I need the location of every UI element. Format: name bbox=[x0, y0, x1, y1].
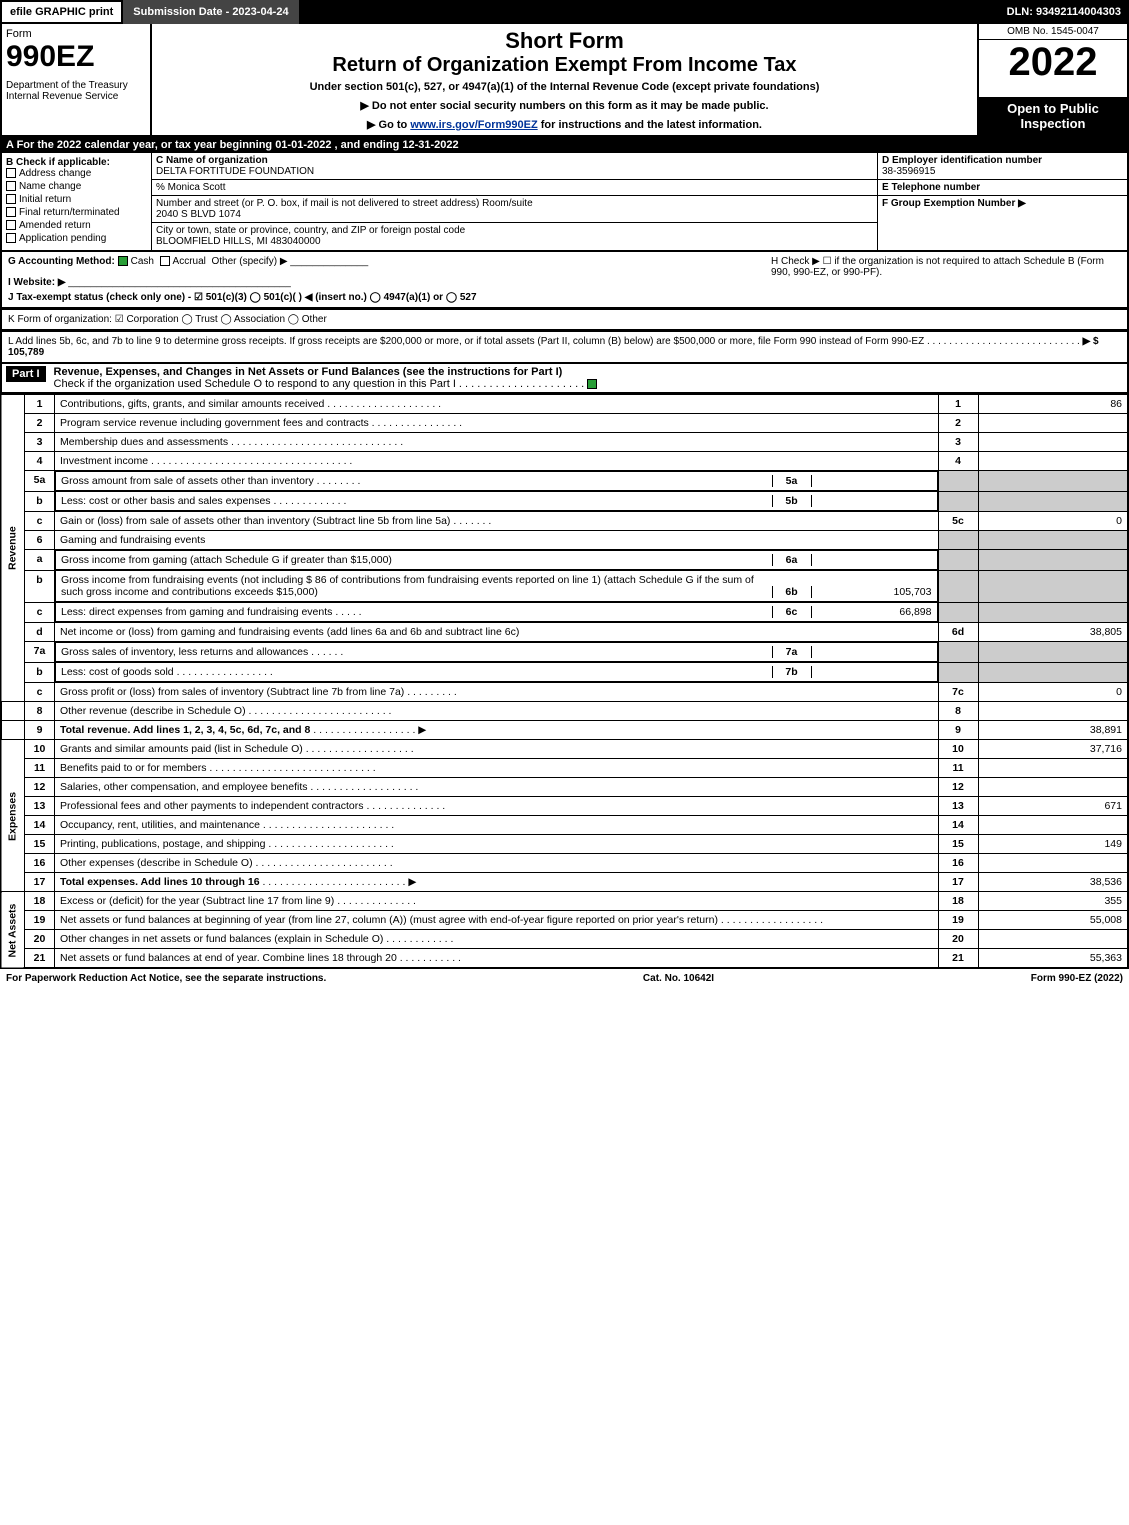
cat-no: Cat. No. 10642I bbox=[643, 973, 714, 984]
line-6b: bGross income from fundraising events (n… bbox=[1, 570, 1128, 602]
line-14: 14Occupancy, rent, utilities, and mainte… bbox=[1, 816, 1128, 835]
city-row: City or town, state or province, country… bbox=[152, 223, 877, 249]
line-5c: cGain or (loss) from sale of assets othe… bbox=[1, 512, 1128, 531]
accrual-check[interactable] bbox=[160, 256, 170, 266]
address-row: Number and street (or P. O. box, if mail… bbox=[152, 196, 877, 223]
ein-cell: D Employer identification number38-35969… bbox=[878, 153, 1127, 180]
revenue-side-label: Revenue bbox=[1, 395, 25, 702]
form-ref: Form 990-EZ (2022) bbox=[1031, 973, 1123, 984]
part1-check-text: Check if the organization used Schedule … bbox=[54, 378, 456, 390]
submission-date-label: Submission Date - 2023-04-24 bbox=[123, 0, 298, 24]
goto-text: ▶ Go to www.irs.gov/Form990EZ for instru… bbox=[156, 118, 973, 131]
header-left: Form 990EZ Department of the Treasury In… bbox=[2, 24, 152, 135]
l-text: L Add lines 5b, 6c, and 7b to line 9 to … bbox=[8, 336, 1121, 358]
line-2: 2Program service revenue including gover… bbox=[1, 414, 1128, 433]
org-name-block: C Name of organizationDELTA FORTITUDE FO… bbox=[152, 153, 877, 250]
other-specify-label: Other (specify) ▶ bbox=[211, 256, 287, 267]
line-18: Net Assets 18Excess or (deficit) for the… bbox=[1, 892, 1128, 911]
initial-return-check[interactable]: Initial return bbox=[6, 194, 147, 205]
line-7b: bLess: cost of goods sold . . . . . . . … bbox=[1, 662, 1128, 683]
part1-label: Part I bbox=[6, 366, 46, 382]
line-10: Expenses 10Grants and similar amounts pa… bbox=[1, 740, 1128, 759]
line-7c: cGross profit or (loss) from sales of in… bbox=[1, 683, 1128, 702]
line-16: 16Other expenses (describe in Schedule O… bbox=[1, 854, 1128, 873]
h-check-cell: H Check ▶ ☐ if the organization is not r… bbox=[771, 256, 1121, 303]
name-change-check[interactable]: Name change bbox=[6, 181, 147, 192]
l-row: L Add lines 5b, 6c, and 7b to line 9 to … bbox=[0, 331, 1129, 364]
irs-link[interactable]: www.irs.gov/Form990EZ bbox=[410, 119, 537, 131]
org-name-value: DELTA FORTITUDE FOUNDATION bbox=[156, 166, 314, 177]
dln-label: DLN: 93492114004303 bbox=[999, 0, 1129, 24]
info-block: B Check if applicable: Address change Na… bbox=[0, 153, 1129, 252]
line-15: 15Printing, publications, postage, and s… bbox=[1, 835, 1128, 854]
check-if-applicable: B Check if applicable: Address change Na… bbox=[2, 153, 152, 250]
right-info-block: D Employer identification number38-35969… bbox=[877, 153, 1127, 250]
line-4: 4Investment income . . . . . . . . . . .… bbox=[1, 452, 1128, 471]
form-number: 990EZ bbox=[6, 40, 146, 74]
application-pending-check[interactable]: Application pending bbox=[6, 233, 147, 244]
line-6: 6Gaming and fundraising events bbox=[1, 531, 1128, 550]
under-section-text: Under section 501(c), 527, or 4947(a)(1)… bbox=[156, 81, 973, 93]
line-11: 11Benefits paid to or for members . . . … bbox=[1, 759, 1128, 778]
part1-header-row: Part I Revenue, Expenses, and Changes in… bbox=[0, 364, 1129, 394]
line-6d: dNet income or (loss) from gaming and fu… bbox=[1, 623, 1128, 642]
no-ssn-text: ▶ Do not enter social security numbers o… bbox=[156, 99, 973, 112]
footer: For Paperwork Reduction Act Notice, see … bbox=[0, 969, 1129, 988]
line-3: 3Membership dues and assessments . . . .… bbox=[1, 433, 1128, 452]
j-status-label: J Tax-exempt status (check only one) - ☑… bbox=[8, 292, 477, 303]
amended-check[interactable]: Amended return bbox=[6, 220, 147, 231]
line-17: 17Total expenses. Add lines 10 through 1… bbox=[1, 873, 1128, 892]
line-21: 21Net assets or fund balances at end of … bbox=[1, 949, 1128, 969]
tax-year: 2022 bbox=[979, 40, 1127, 97]
pra-notice: For Paperwork Reduction Act Notice, see … bbox=[6, 973, 326, 984]
line-13: 13Professional fees and other payments t… bbox=[1, 797, 1128, 816]
g-label: G Accounting Method: bbox=[8, 256, 115, 267]
header-right: OMB No. 1545-0047 2022 Open to Public In… bbox=[977, 24, 1127, 135]
form-header: Form 990EZ Department of the Treasury In… bbox=[0, 24, 1129, 137]
cash-check[interactable] bbox=[118, 256, 128, 266]
open-to-public: Open to Public Inspection bbox=[979, 97, 1127, 135]
part1-table: Revenue 1Contributions, gifts, grants, a… bbox=[0, 394, 1129, 969]
accounting-row: G Accounting Method: Cash Accrual Other … bbox=[0, 252, 1129, 309]
line-12: 12Salaries, other compensation, and empl… bbox=[1, 778, 1128, 797]
return-title: Return of Organization Exempt From Incom… bbox=[156, 54, 973, 77]
header-center: Short Form Return of Organization Exempt… bbox=[152, 24, 977, 135]
short-form-title: Short Form bbox=[156, 28, 973, 54]
netassets-side-label: Net Assets bbox=[1, 892, 25, 969]
line-5b: bLess: cost or other basis and sales exp… bbox=[1, 491, 1128, 512]
line-8: 8Other revenue (describe in Schedule O) … bbox=[1, 702, 1128, 721]
addr-change-check[interactable]: Address change bbox=[6, 168, 147, 179]
expenses-side-label: Expenses bbox=[1, 740, 25, 892]
address-value: 2040 S BLVD 1074 bbox=[156, 209, 241, 220]
k-row: K Form of organization: ☑ Corporation ◯ … bbox=[0, 309, 1129, 331]
city-value: BLOOMFIELD HILLS, MI 483040000 bbox=[156, 236, 321, 247]
final-return-check[interactable]: Final return/terminated bbox=[6, 207, 147, 218]
part1-title: Revenue, Expenses, and Changes in Net As… bbox=[54, 366, 563, 378]
telephone-cell: E Telephone number bbox=[878, 180, 1127, 196]
ein-value: 38-3596915 bbox=[882, 166, 935, 177]
line-1: Revenue 1Contributions, gifts, grants, a… bbox=[1, 395, 1128, 414]
line-19: 19Net assets or fund balances at beginni… bbox=[1, 911, 1128, 930]
line-5a: 5aGross amount from sale of assets other… bbox=[1, 471, 1128, 492]
careof-row: % Monica Scott bbox=[152, 180, 877, 196]
top-bar: efile GRAPHIC print Submission Date - 20… bbox=[0, 0, 1129, 24]
c-name-row: C Name of organizationDELTA FORTITUDE FO… bbox=[152, 153, 877, 180]
omb-number: OMB No. 1545-0047 bbox=[979, 24, 1127, 40]
b-label: B Check if applicable: bbox=[6, 157, 110, 168]
section-a-row: A For the 2022 calendar year, or tax yea… bbox=[0, 137, 1129, 153]
line-20: 20Other changes in net assets or fund ba… bbox=[1, 930, 1128, 949]
schedule-o-check[interactable] bbox=[587, 379, 597, 389]
line-7a: 7aGross sales of inventory, less returns… bbox=[1, 642, 1128, 663]
form-word: Form bbox=[6, 28, 146, 40]
website-label: I Website: ▶ bbox=[8, 277, 66, 288]
k-form-label: K Form of organization: ☑ Corporation ◯ … bbox=[8, 314, 327, 325]
line-6c: cLess: direct expenses from gaming and f… bbox=[1, 602, 1128, 623]
efile-print-label[interactable]: efile GRAPHIC print bbox=[0, 0, 123, 24]
line-6a: aGross income from gaming (attach Schedu… bbox=[1, 550, 1128, 571]
group-exemption-cell: F Group Exemption Number ▶ bbox=[878, 196, 1127, 250]
dept-label: Department of the Treasury Internal Reve… bbox=[6, 80, 146, 102]
line-9: 9Total revenue. Add lines 1, 2, 3, 4, 5c… bbox=[1, 721, 1128, 740]
